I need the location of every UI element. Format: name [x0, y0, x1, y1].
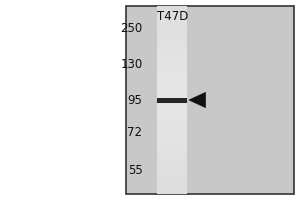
Bar	[158, 156, 188, 160]
Bar	[158, 25, 188, 28]
Bar	[158, 150, 188, 153]
Bar	[158, 31, 188, 34]
Bar	[158, 131, 188, 134]
Bar	[158, 113, 188, 116]
Text: 130: 130	[120, 58, 142, 71]
Bar	[158, 78, 188, 81]
Bar	[158, 81, 188, 84]
Bar	[158, 178, 188, 181]
Bar	[158, 175, 188, 178]
Bar	[158, 53, 188, 56]
Bar	[158, 56, 188, 59]
Bar	[158, 134, 188, 138]
Bar	[158, 119, 188, 122]
Bar	[158, 125, 188, 128]
Bar	[158, 75, 188, 78]
Bar	[158, 97, 188, 100]
Bar	[158, 15, 188, 19]
Bar	[158, 191, 188, 194]
Bar	[158, 185, 188, 188]
Bar	[158, 138, 188, 141]
Bar	[158, 9, 188, 12]
Text: 72: 72	[128, 126, 142, 138]
Bar	[158, 22, 188, 25]
Bar	[158, 109, 188, 113]
Bar	[158, 6, 188, 9]
Bar	[158, 169, 188, 172]
Bar	[158, 47, 188, 50]
Bar	[158, 84, 188, 87]
Bar	[158, 94, 188, 97]
Bar	[158, 181, 188, 185]
Bar	[158, 40, 188, 44]
Bar	[158, 37, 188, 40]
Bar	[158, 44, 188, 47]
Bar	[158, 50, 188, 53]
Bar	[158, 12, 188, 15]
Bar	[158, 98, 188, 102]
Bar	[158, 163, 188, 166]
Bar	[158, 19, 188, 22]
Text: 55: 55	[128, 164, 142, 176]
Bar	[158, 188, 188, 191]
Bar	[158, 122, 188, 125]
Bar	[158, 172, 188, 175]
Bar	[158, 128, 188, 131]
Bar	[158, 69, 188, 72]
Bar	[158, 153, 188, 156]
Bar	[158, 100, 188, 103]
Bar	[158, 59, 188, 62]
Bar	[158, 144, 188, 147]
Bar	[158, 160, 188, 163]
Bar	[158, 66, 188, 69]
Text: 95: 95	[128, 94, 142, 106]
Bar	[158, 34, 188, 37]
Bar	[158, 106, 188, 109]
Bar	[158, 103, 188, 106]
Bar	[126, 6, 294, 194]
Text: T47D: T47D	[157, 9, 188, 22]
Bar	[158, 72, 188, 75]
Bar	[158, 87, 188, 91]
Bar	[158, 166, 188, 169]
Polygon shape	[189, 92, 206, 108]
Bar	[158, 28, 188, 31]
Text: 250: 250	[120, 21, 142, 34]
Bar	[158, 116, 188, 119]
Bar	[158, 141, 188, 144]
Bar	[158, 62, 188, 66]
Bar	[158, 91, 188, 94]
Bar	[158, 147, 188, 150]
